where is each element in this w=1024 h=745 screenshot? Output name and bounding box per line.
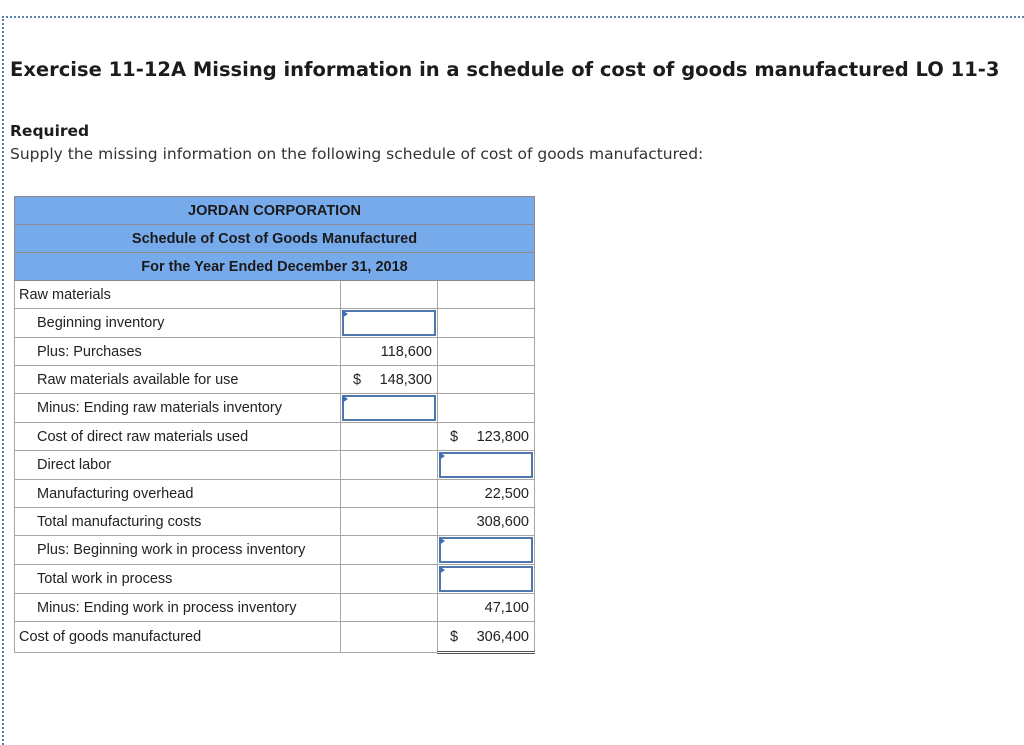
empty-cell bbox=[340, 535, 438, 565]
exercise-title: Exercise 11-12A Missing information in a… bbox=[10, 58, 1000, 81]
header-row-company: JORDAN CORPORATION bbox=[14, 196, 535, 225]
company-name: JORDAN CORPORATION bbox=[14, 196, 535, 225]
total-wip-input[interactable] bbox=[439, 566, 533, 592]
table-row: Total manufacturing costs 308,600 bbox=[14, 507, 535, 536]
table-row: Cost of direct raw materials used $ 123,… bbox=[14, 422, 535, 451]
table-row: Plus: Beginning work in process inventor… bbox=[14, 535, 535, 565]
table-row: Plus: Purchases 118,600 bbox=[14, 337, 535, 366]
row-label-ending-raw: Minus: Ending raw materials inventory bbox=[14, 393, 341, 423]
table-row: Minus: Ending work in process inventory … bbox=[14, 593, 535, 622]
input-marker-icon bbox=[342, 395, 348, 403]
input-marker-icon bbox=[439, 566, 445, 574]
empty-cell bbox=[340, 621, 438, 653]
beginning-wip-input[interactable] bbox=[439, 537, 533, 563]
empty-cell bbox=[340, 507, 438, 536]
total-mfg-value: 308,600 bbox=[437, 507, 535, 536]
table-row: Raw materials bbox=[14, 280, 535, 309]
empty-cell bbox=[437, 280, 535, 309]
row-label-ending-wip: Minus: Ending work in process inventory bbox=[14, 593, 341, 622]
input-marker-icon bbox=[439, 452, 445, 460]
direct-raw-used-value: $ 123,800 bbox=[437, 422, 535, 451]
purchases-value: 118,600 bbox=[340, 337, 438, 366]
empty-cell bbox=[340, 450, 438, 480]
total-wip-cell bbox=[437, 564, 535, 594]
currency-symbol: $ bbox=[353, 371, 362, 388]
table-row: Beginning inventory bbox=[14, 308, 535, 338]
currency-symbol: $ bbox=[450, 428, 459, 445]
direct-labor-input[interactable] bbox=[439, 452, 533, 478]
cogm-schedule-table: JORDAN CORPORATION Schedule of Cost of G… bbox=[14, 196, 535, 654]
cogm-value: $ 306,400 bbox=[437, 621, 535, 654]
table-row: Direct labor bbox=[14, 450, 535, 480]
row-label-overhead: Manufacturing overhead bbox=[14, 479, 341, 508]
purchases-amount: 118,600 bbox=[380, 343, 432, 360]
question-frame bbox=[2, 16, 1024, 745]
row-label-beginning-wip: Plus: Beginning work in process inventor… bbox=[14, 535, 341, 565]
row-label-beginning-inventory: Beginning inventory bbox=[14, 308, 341, 338]
ending-wip-value: 47,100 bbox=[437, 593, 535, 622]
table-row: Total work in process bbox=[14, 564, 535, 594]
empty-cell bbox=[340, 564, 438, 594]
row-label-cogm: Cost of goods manufactured bbox=[14, 621, 341, 653]
table-row: Cost of goods manufactured $ 306,400 bbox=[14, 621, 535, 654]
row-label-direct-raw-used: Cost of direct raw materials used bbox=[14, 422, 341, 451]
currency-symbol: $ bbox=[450, 628, 459, 645]
available-value: $ 148,300 bbox=[340, 365, 438, 394]
empty-cell bbox=[437, 393, 535, 423]
empty-cell bbox=[340, 593, 438, 622]
direct-raw-used-amount: 123,800 bbox=[476, 428, 529, 445]
row-label-raw-materials: Raw materials bbox=[14, 280, 341, 309]
table-row: Raw materials available for use $ 148,30… bbox=[14, 365, 535, 394]
beginning-wip-cell bbox=[437, 535, 535, 565]
table-row: Manufacturing overhead 22,500 bbox=[14, 479, 535, 508]
empty-cell bbox=[340, 479, 438, 508]
row-label-direct-labor: Direct labor bbox=[14, 450, 341, 480]
ending-raw-materials-input[interactable] bbox=[342, 395, 436, 421]
beginning-inventory-cell bbox=[340, 308, 438, 338]
empty-cell bbox=[437, 337, 535, 366]
input-marker-icon bbox=[439, 537, 445, 545]
overhead-value: 22,500 bbox=[437, 479, 535, 508]
empty-cell bbox=[437, 365, 535, 394]
statement-name: Schedule of Cost of Goods Manufactured bbox=[14, 224, 535, 253]
instructions-text: Supply the missing information on the fo… bbox=[10, 145, 704, 163]
header-row-period: For the Year Ended December 31, 2018 bbox=[14, 252, 535, 281]
required-label: Required bbox=[10, 122, 90, 140]
ending-raw-cell bbox=[340, 393, 438, 423]
empty-cell bbox=[437, 308, 535, 338]
input-marker-icon bbox=[342, 310, 348, 318]
direct-labor-cell bbox=[437, 450, 535, 480]
row-label-purchases: Plus: Purchases bbox=[14, 337, 341, 366]
row-label-total-mfg: Total manufacturing costs bbox=[14, 507, 341, 536]
row-label-available: Raw materials available for use bbox=[14, 365, 341, 394]
header-row-statement: Schedule of Cost of Goods Manufactured bbox=[14, 224, 535, 253]
cogm-amount: 306,400 bbox=[476, 628, 529, 645]
row-label-total-wip: Total work in process bbox=[14, 564, 341, 594]
total-mfg-amount: 308,600 bbox=[476, 513, 529, 530]
overhead-amount: 22,500 bbox=[484, 485, 529, 502]
empty-cell bbox=[340, 422, 438, 451]
table-row: Minus: Ending raw materials inventory bbox=[14, 393, 535, 423]
available-amount: 148,300 bbox=[379, 371, 432, 388]
beginning-inventory-input[interactable] bbox=[342, 310, 436, 336]
empty-cell bbox=[340, 280, 438, 309]
ending-wip-amount: 47,100 bbox=[484, 599, 529, 616]
statement-period: For the Year Ended December 31, 2018 bbox=[14, 252, 535, 281]
